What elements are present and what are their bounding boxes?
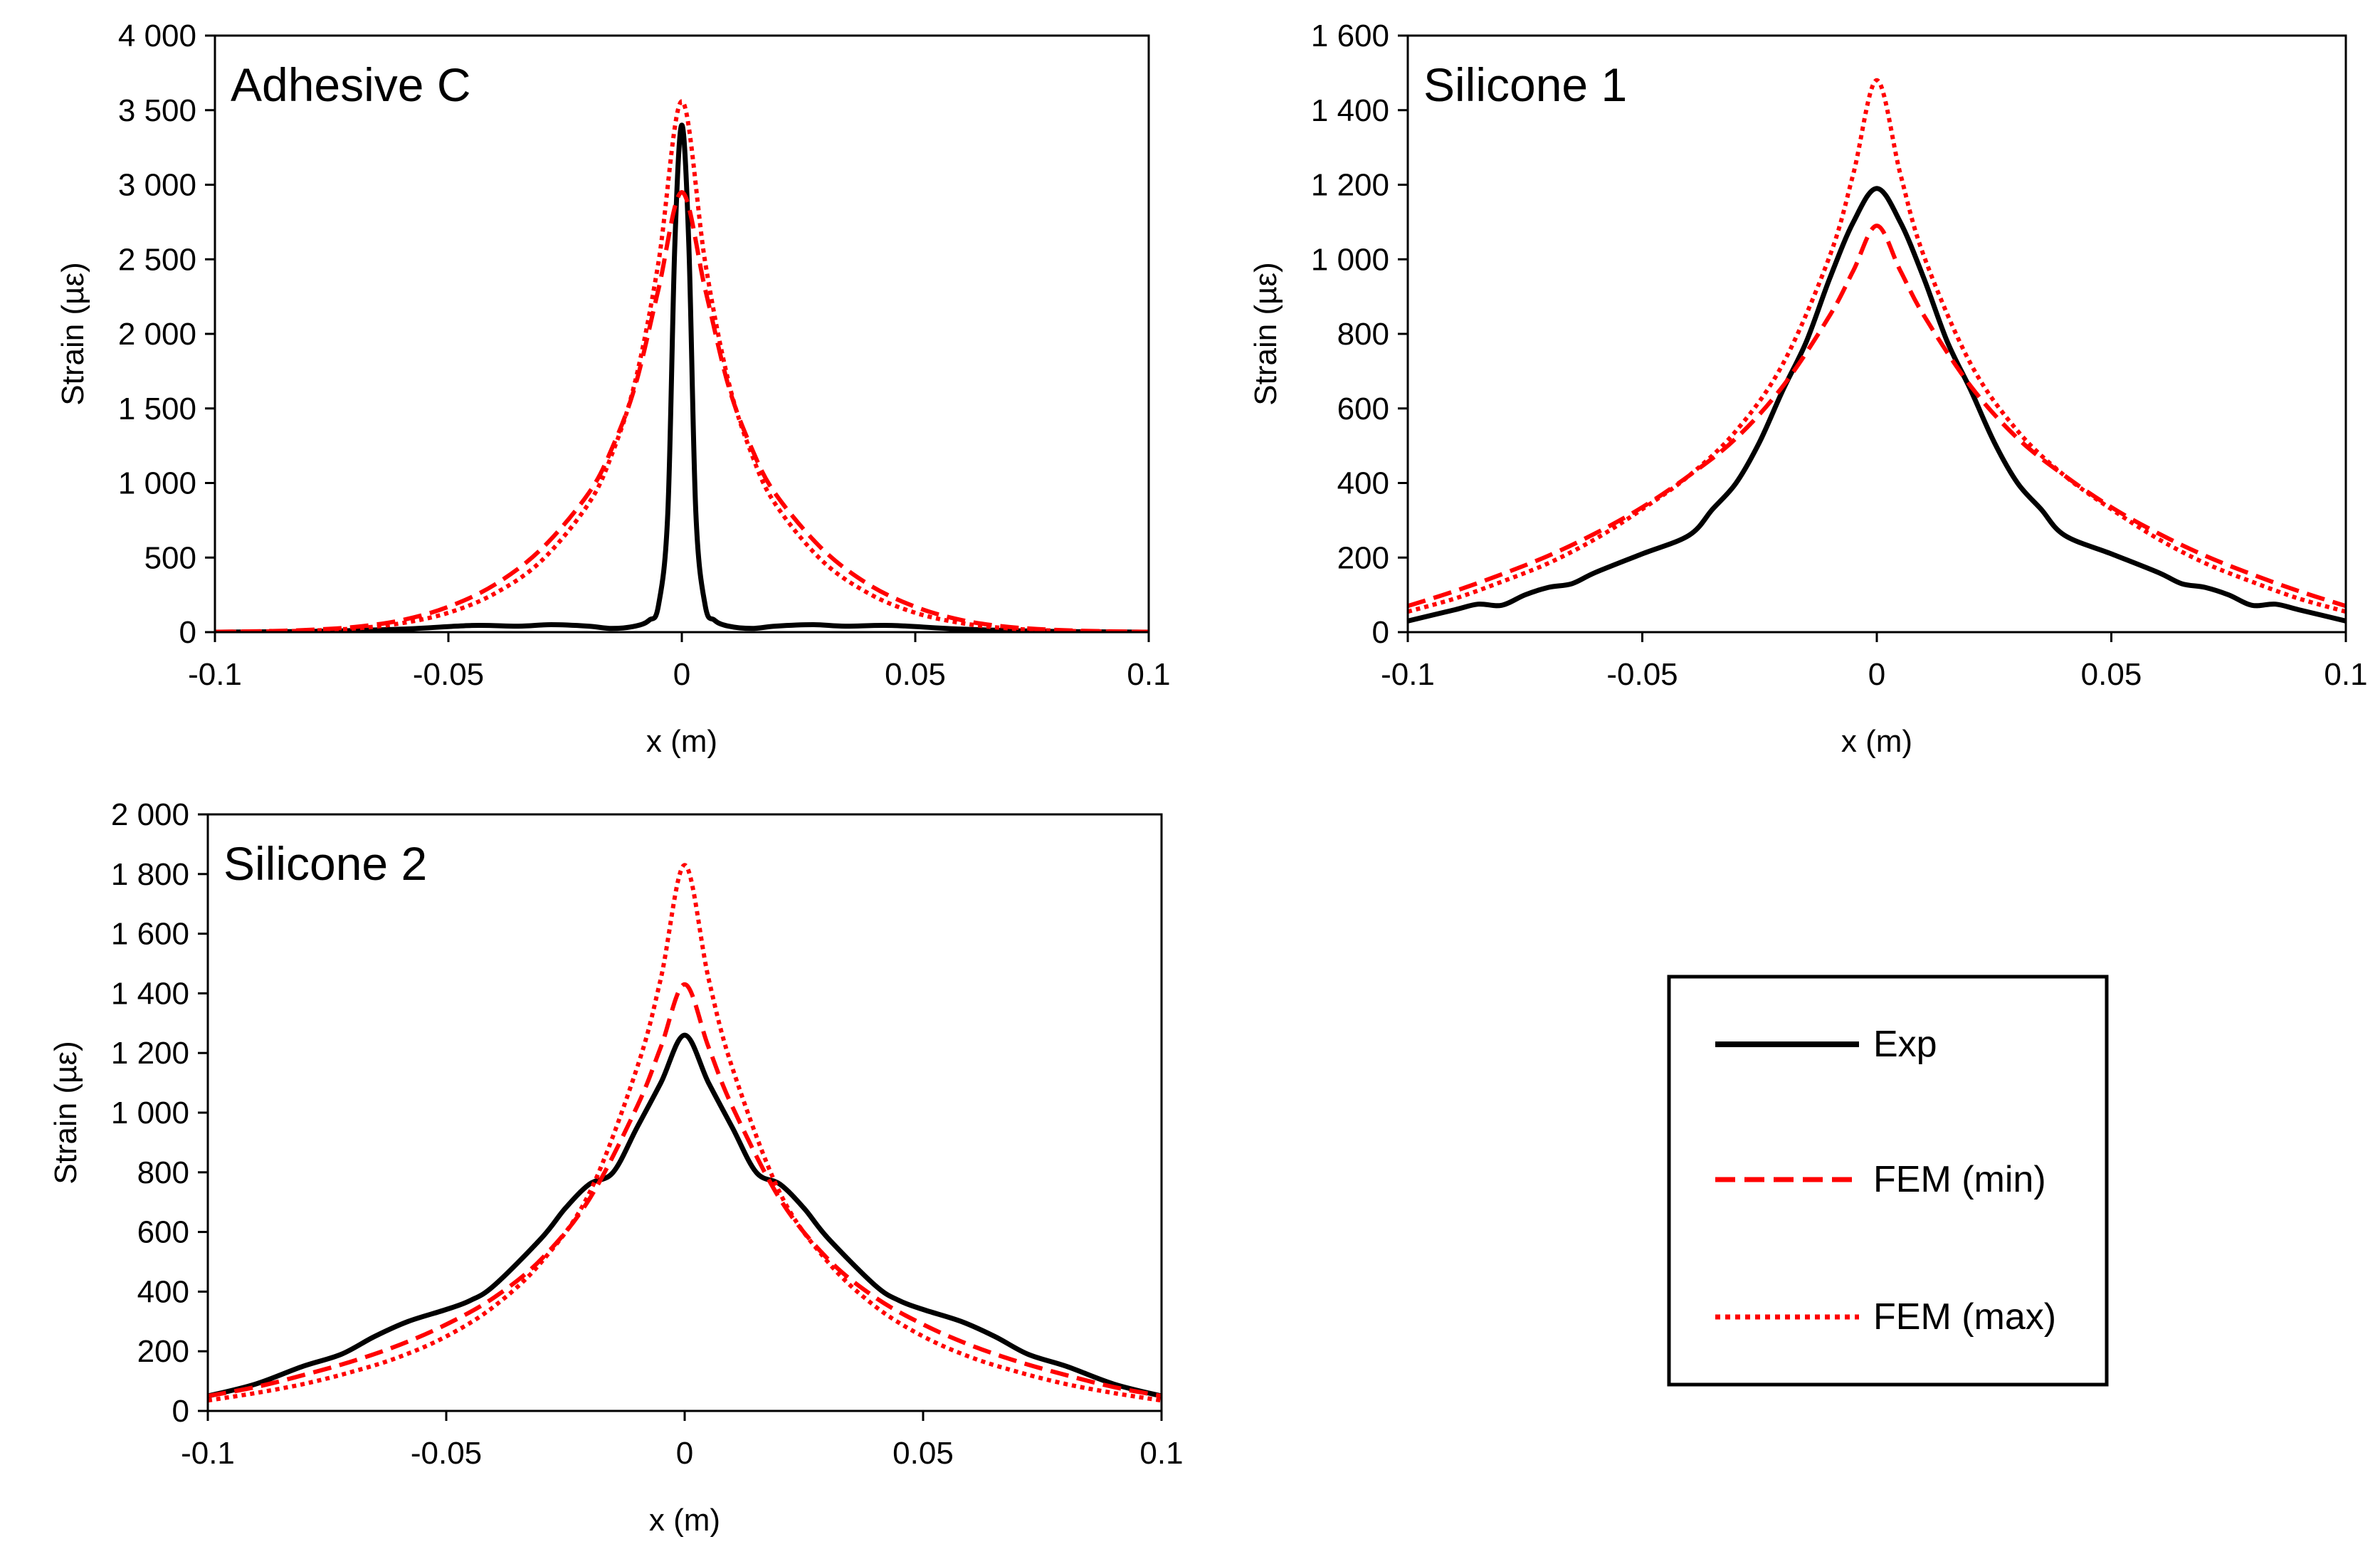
y-tick-label: 200: [1337, 540, 1389, 575]
x-tick-label: 0: [676, 1436, 693, 1471]
y-tick-label: 1 000: [118, 466, 196, 501]
y-tick-label: 1 400: [111, 976, 189, 1011]
y-tick-label: 400: [137, 1274, 189, 1309]
legend-label-exp: Exp: [1873, 1024, 1937, 1065]
y-tick-label: 400: [1337, 466, 1389, 501]
y-tick-label: 0: [1372, 615, 1389, 650]
chart-adhesive-c: 0 500 1 000 1 500 2 000 2 500 3 000 3 500 4 000 -…: [56, 19, 1171, 759]
y-tick-label: 2 000: [118, 317, 196, 352]
y-tick-label: 600: [137, 1215, 189, 1250]
x-tick-label: -0.1: [181, 1436, 235, 1471]
y-tick-label: 200: [137, 1334, 189, 1369]
x-tick-label: -0.05: [1606, 657, 1678, 692]
chart-title: Silicone 1: [1423, 58, 1627, 111]
x-tick-label: 0.05: [892, 1436, 954, 1471]
x-axis-title: x (m): [649, 1503, 720, 1538]
y-tick-label: 4 000: [118, 19, 196, 53]
x-tick-label: -0.05: [413, 657, 484, 692]
x-tick-label: 0: [1868, 657, 1885, 692]
x-tick-label: -0.1: [1381, 657, 1435, 692]
y-tick-label: 2 500: [118, 242, 196, 277]
chart-silicone-2: 0 200 400 600 800 1 000 1 200 1 400 1 600 1 800 2 …: [48, 797, 1184, 1538]
legend-label-fem-min: FEM (min): [1873, 1159, 2046, 1200]
x-axis-title: x (m): [646, 724, 717, 759]
y-tick-label: 1 600: [1311, 19, 1389, 53]
y-tick-label: 600: [1337, 392, 1389, 426]
x-tick-label: 0.05: [2081, 657, 2142, 692]
y-tick-label: 1 200: [1311, 168, 1389, 203]
x-tick-label: -0.1: [188, 657, 242, 692]
y-tick-label: 1 000: [111, 1096, 189, 1130]
x-tick-label: -0.05: [411, 1436, 482, 1471]
series-line-exp: [208, 1032, 1162, 1399]
plot-area-frame: [1406, 34, 2347, 634]
series-line-fem-max: [1408, 78, 2346, 614]
series-line-fem-max: [208, 863, 1162, 1403]
series-line-fem-min: [208, 982, 1162, 1398]
y-axis-title: Strain (µε): [48, 1041, 83, 1184]
series-line-fem-min: [1408, 224, 2346, 609]
y-tick-label: 0: [179, 615, 196, 650]
y-axis-title: Strain (µε): [56, 262, 90, 405]
y-tick-label: 1 800: [111, 857, 189, 892]
legend-label-fem-max: FEM (max): [1873, 1296, 2056, 1338]
series-group: [215, 99, 1149, 632]
x-tick-label: 0.1: [1139, 1436, 1183, 1471]
x-tick-label: 0: [673, 657, 690, 692]
y-tick-label: 2 000: [111, 797, 189, 832]
chart-title: Adhesive C: [231, 58, 471, 111]
series-group: [208, 863, 1162, 1403]
x-tick-label: 0.1: [2324, 657, 2367, 692]
series-line-fem-max: [215, 99, 1149, 632]
y-tick-label: 800: [137, 1155, 189, 1190]
series-group: [1408, 78, 2346, 624]
y-tick-label: 3 500: [118, 93, 196, 128]
series-line-exp: [215, 122, 1149, 632]
y-tick-label: 3 000: [118, 168, 196, 203]
y-tick-label: 800: [1337, 317, 1389, 352]
y-axis-title: Strain (µε): [1248, 262, 1283, 405]
plot-area-frame: [206, 813, 1163, 1412]
y-tick-label: 1 600: [111, 917, 189, 952]
y-tick-label: 1 200: [111, 1036, 189, 1071]
chart-title: Silicone 2: [223, 837, 427, 890]
y-tick-label: 1 400: [1311, 93, 1389, 128]
legend: Exp FEM (min) FEM (max): [1667, 975, 2109, 1387]
x-tick-label: 0.1: [1127, 657, 1170, 692]
y-tick-label: 1 000: [1311, 242, 1389, 277]
y-tick-label: 1 500: [118, 392, 196, 426]
y-tick-label: 500: [144, 540, 196, 575]
chart-silicone-1: 0 200 400 600 800 1 000 1 200 1 400 1 600 -0.1 -0.…: [1248, 19, 2368, 759]
series-line-fem-min: [215, 190, 1149, 632]
x-tick-label: 0.05: [885, 657, 946, 692]
series-line-exp: [1408, 186, 2346, 624]
x-axis-title: x (m): [1841, 724, 1912, 759]
y-tick-label: 0: [172, 1394, 189, 1429]
